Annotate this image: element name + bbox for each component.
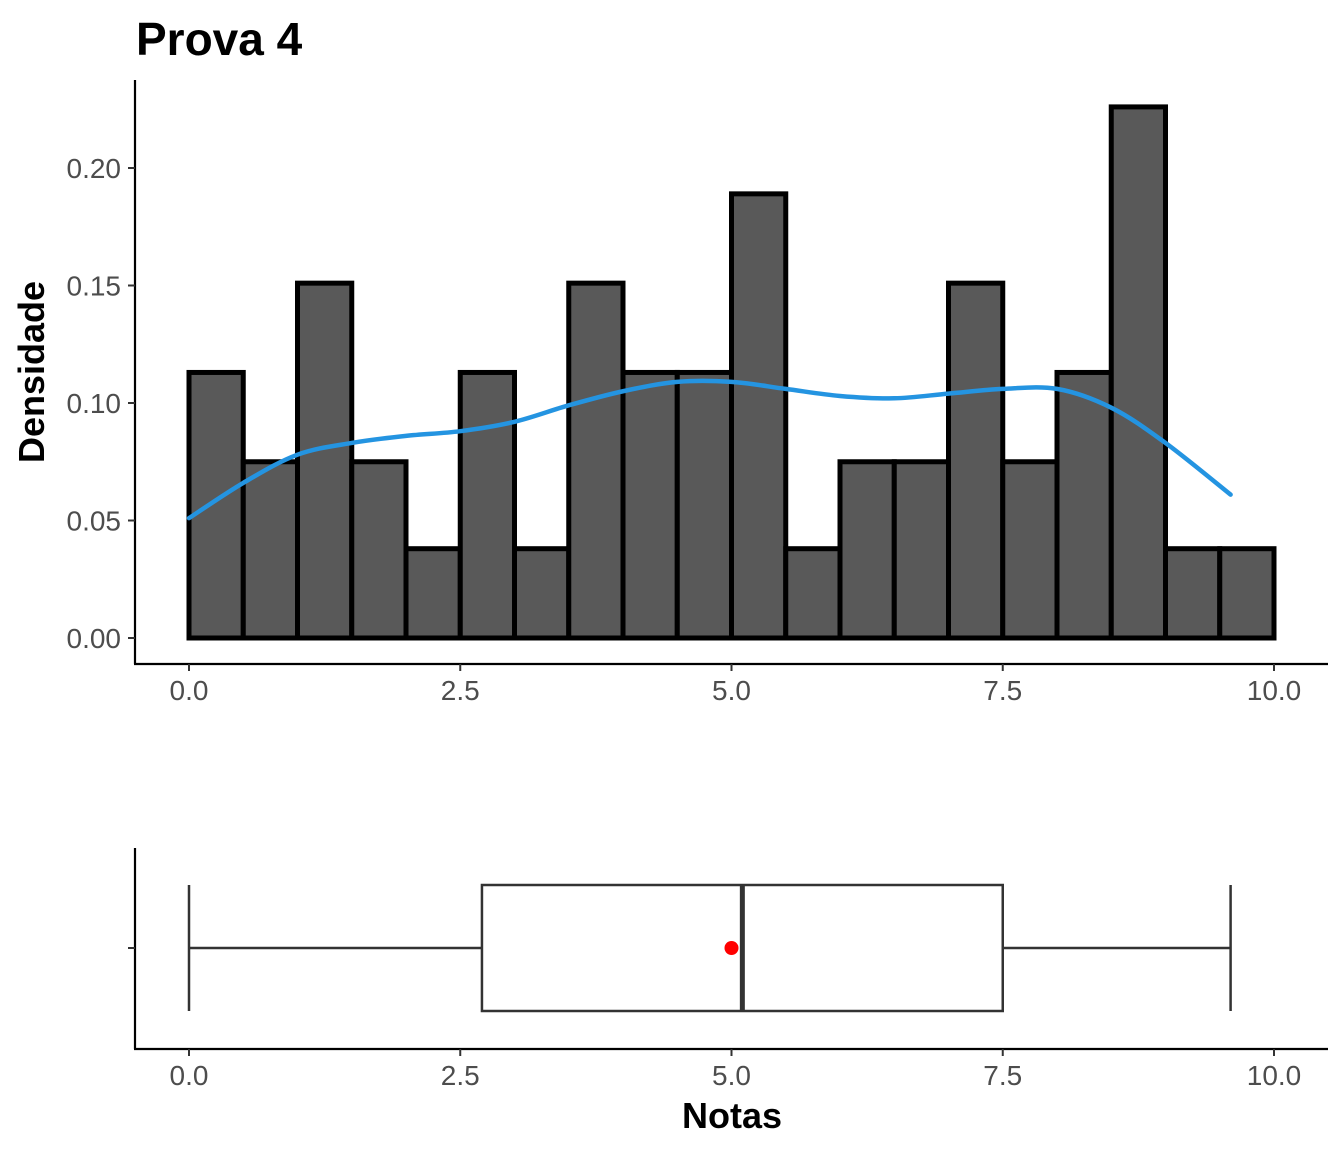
y-tick-label: 0.05 [67,506,122,537]
boxplot-mean-point [724,941,739,955]
histogram-bar [1108,104,1168,641]
histogram-bar [729,191,789,641]
histogram-bar [837,459,897,641]
histogram-bar [674,369,734,641]
histogram-bar [457,369,517,641]
histogram-bars [186,104,1277,641]
histogram-x-tick-label: 7.5 [983,675,1022,706]
histogram-bar [186,369,246,641]
histogram-bar [512,546,572,641]
histogram-bar [620,369,680,641]
chart-title: Prova 4 [136,13,303,65]
y-tick-label: 0.15 [67,271,122,302]
histogram-bar [295,280,355,641]
histogram-bar [240,459,300,641]
boxplot-x-tick-label: 10.0 [1247,1060,1302,1091]
y-tick-label: 0.00 [67,623,122,654]
histogram-x-tick-label: 5.0 [712,675,751,706]
histogram-y-ticks: 0.00 0.05 0.10 0.15 0.20 [67,153,135,654]
histogram-x-tick-label: 2.5 [441,675,480,706]
histogram-panel: 0.00 0.05 0.10 0.15 0.20 0.0 2.5 5.0 7.5 10.0 De… [11,80,1328,706]
boxplot-panel: 0.0 2.5 5.0 7.5 10.0 Notas [128,848,1328,1136]
boxplot-x-tick-label: 0.0 [170,1060,209,1091]
boxplot-x-ticks: 0.0 2.5 5.0 7.5 10.0 [170,1049,1302,1091]
y-tick-label: 0.10 [67,388,122,419]
histogram-bar [891,459,951,641]
boxplot-x-tick-label: 2.5 [441,1060,480,1091]
histogram-bar [946,280,1006,641]
histogram-bar [1054,369,1114,641]
y-tick-label: 0.20 [67,153,122,184]
boxplot-x-tick-label: 5.0 [712,1060,751,1091]
density-curve [186,378,1233,521]
y-axis-title: Densidade [11,281,52,463]
x-axis-title: Notas [682,1095,782,1136]
histogram-x-tick-label: 0.0 [170,675,209,706]
histogram-bar [566,280,626,641]
histogram-bar [349,459,409,641]
histogram-bar [1217,546,1277,641]
histogram-x-tick-label: 10.0 [1247,675,1302,706]
histogram-bar [403,546,463,641]
histogram-bar [783,546,843,641]
boxplot-x-tick-label: 7.5 [983,1060,1022,1091]
histogram-bar [1163,546,1223,641]
histogram-bar [1000,459,1060,641]
histogram-x-ticks: 0.0 2.5 5.0 7.5 10.0 [170,664,1302,706]
